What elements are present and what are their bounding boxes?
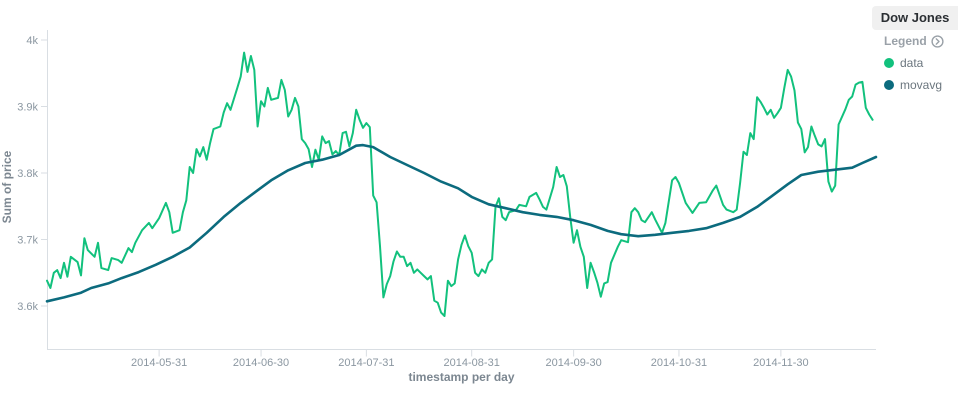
legend-toggle[interactable]: Legend (878, 34, 958, 48)
y-tick-label: 3.9k (17, 102, 38, 114)
x-tick-label: 2014-09-30 (545, 357, 601, 369)
x-axis-title: timestamp per day (408, 370, 515, 384)
data-series-line[interactable] (46, 51, 874, 317)
legend: Legend data movavg (878, 34, 958, 92)
legend-toggle-label: Legend (884, 34, 927, 48)
panel-title: Dow Jones (880, 10, 950, 25)
y-tick-label: 4k (26, 35, 38, 47)
y-tick-label: 3.7k (17, 235, 38, 247)
x-tick-label: 2014-08-31 (444, 357, 500, 369)
x-tick-label: 2014-10-31 (651, 357, 707, 369)
legend-item-label: data (900, 56, 924, 70)
legend-items: data movavg (878, 56, 958, 92)
legend-swatch (884, 80, 894, 90)
x-tick-label: 2014-06-30 (233, 357, 289, 369)
panel-header[interactable]: Dow Jones (872, 6, 958, 30)
x-tick-label: 2014-07-31 (338, 357, 394, 369)
movavg-series-line[interactable] (45, 143, 878, 303)
y-tick-label: 3.8k (17, 168, 38, 180)
legend-item-data[interactable]: data (884, 56, 958, 70)
x-tick-label: 2014-11-30 (753, 357, 808, 369)
collapse-arrow-icon (931, 34, 944, 48)
legend-item-movavg[interactable]: movavg (884, 78, 958, 92)
y-tick-label: 3.6k (17, 301, 38, 313)
x-tick-label: 2014-05-31 (131, 357, 187, 369)
legend-item-label: movavg (900, 78, 943, 92)
y-axis-title: Sum of price (0, 150, 14, 224)
legend-swatch (884, 58, 894, 68)
